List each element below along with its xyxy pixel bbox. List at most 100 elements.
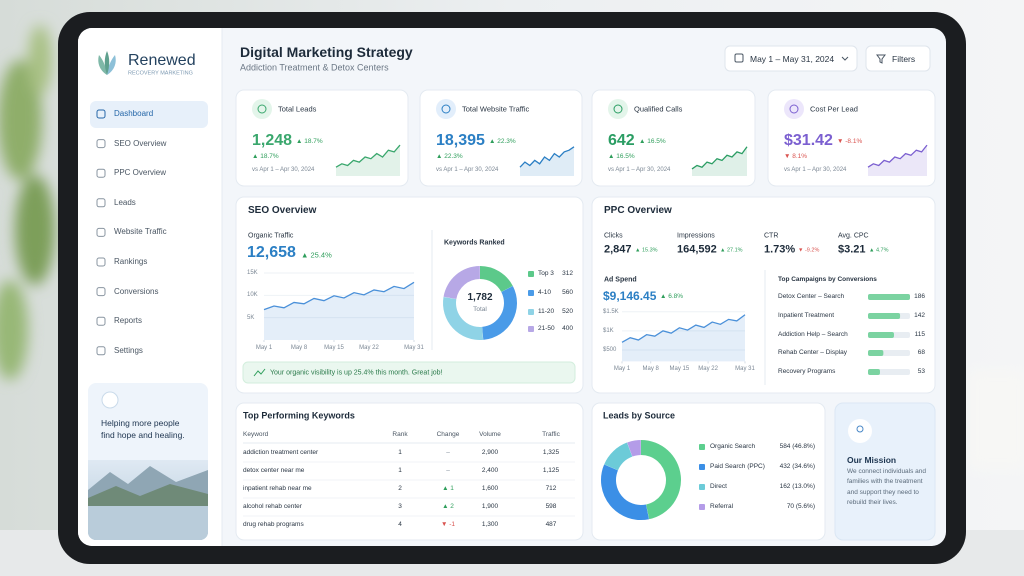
table-cell: ▲ 1 — [442, 484, 454, 492]
kpi-sparkline — [867, 144, 928, 168]
kpi-sub-change: ▲ 16.5% — [608, 152, 635, 160]
section-title: SEO Overview — [248, 205, 317, 216]
kpi-sub-change: ▲ 22.3% — [436, 152, 463, 160]
legend-swatch — [699, 504, 705, 510]
mission-title: Our Mission — [847, 454, 897, 465]
nav-item[interactable]: Conversions — [114, 286, 159, 296]
nav-item[interactable]: Rankings — [114, 257, 148, 266]
kpi-label: Total Leads — [278, 104, 317, 114]
x-tick-label: May 8 — [290, 345, 308, 351]
nav-item[interactable]: Leads — [114, 197, 136, 207]
legend-swatch — [699, 484, 705, 490]
section-title: Top Performing Keywords — [243, 410, 355, 421]
filters-label[interactable]: Filters — [892, 53, 916, 64]
x-tick-label: May 22 — [359, 345, 379, 351]
nav-icon — [96, 257, 106, 267]
kpi-icon — [436, 99, 456, 119]
subsection-title: Top Campaigns by Conversions — [778, 275, 877, 283]
promo-text: Helping more people find hope and healin… — [101, 418, 185, 440]
metric-label: Organic Traffic — [248, 232, 294, 240]
nav-icon — [96, 198, 106, 208]
legend-swatch — [528, 290, 534, 296]
table-cell: 1,600 — [481, 484, 499, 492]
y-tick-label: $500 — [603, 346, 617, 353]
nav-icon — [96, 316, 106, 326]
donut-segment — [443, 266, 480, 299]
nav-item[interactable]: SEO Overview — [114, 138, 167, 148]
calendar-icon — [734, 53, 744, 63]
nav-item[interactable]: Settings — [114, 345, 143, 355]
campaign-value: 186 — [914, 292, 925, 300]
mission-icon — [848, 419, 872, 443]
legend-swatch — [699, 464, 705, 470]
table-cell: – — [446, 448, 450, 456]
metric-value: 1.73% — [764, 243, 796, 256]
brand-tagline: RECOVERY MARKETING — [128, 70, 193, 77]
table-cell: 598 — [545, 502, 557, 510]
legend-label: 11-20 — [538, 307, 555, 315]
nav-active — [90, 101, 208, 128]
kpi-sub-change: ▼ 8.1% — [784, 152, 808, 160]
table-cell: 1 — [398, 448, 402, 456]
donut-segment — [482, 286, 517, 340]
nav-icon — [96, 346, 106, 356]
table-header: Volume — [479, 430, 501, 438]
y-tick-label: $1.5K — [603, 308, 619, 315]
y-tick-label: 5K — [247, 314, 255, 321]
table-cell: 1,325 — [542, 448, 560, 456]
page-title: Digital Marketing Strategy — [240, 44, 413, 60]
table-cell: 1 — [398, 466, 402, 474]
metric-value: 2,847 — [604, 243, 632, 256]
legend-swatch — [699, 444, 705, 450]
donut-segment — [641, 440, 681, 520]
nav-item[interactable]: Dashboard — [114, 109, 154, 118]
y-tick-label: 10K — [247, 292, 258, 299]
metric-label: Ad Spend — [604, 276, 637, 284]
table-cell: ▲ 2 — [442, 502, 454, 510]
promo-image — [88, 460, 208, 540]
kpi-icon-glyph — [789, 104, 799, 114]
kpi-sparkline — [519, 146, 575, 168]
legend-value: 584 (46.8%) — [779, 442, 815, 450]
donut-segment — [600, 464, 650, 521]
campaign-label: Recovery Programs — [778, 367, 836, 375]
kpi-value: $31.42 — [784, 132, 833, 149]
table-cell: detox center near me — [243, 466, 305, 474]
kpi-icon — [252, 99, 272, 119]
filters-button — [865, 45, 931, 72]
kpi-label: Total Website Traffic — [462, 104, 530, 114]
date-range[interactable]: May 1 – May 31, 2024 — [750, 53, 835, 64]
metric-change: ▲ 15.3% — [635, 247, 658, 254]
campaign-value: 68 — [917, 348, 925, 356]
table-cell: 1,300 — [481, 520, 499, 528]
nav-icon — [96, 287, 106, 297]
nav-item[interactable]: Website Traffic — [114, 227, 167, 237]
x-tick-label: May 1 — [613, 366, 631, 373]
metric-change: ▲ 4.7% — [869, 247, 889, 254]
nav-item[interactable]: PPC Overview — [114, 168, 167, 178]
table-cell: 487 — [545, 520, 557, 528]
campaign-label: Rehab Center – Display — [778, 348, 848, 356]
metric-label: CTR — [764, 232, 779, 240]
bar — [868, 350, 884, 356]
donut-total-label: Total — [473, 305, 487, 313]
keywords-card — [235, 402, 584, 541]
page-subtitle: Addiction Treatment & Detox Centers — [240, 62, 389, 73]
table-header: Rank — [392, 430, 408, 438]
chart-area — [622, 314, 745, 362]
bar — [868, 294, 910, 300]
legend-value: 400 — [562, 324, 573, 332]
metric-label: Clicks — [604, 232, 623, 240]
kpi-comparison: vs Apr 1 – Apr 30, 2024 — [252, 167, 315, 173]
table-cell: 2 — [398, 484, 402, 492]
kpi-icon-glyph — [441, 104, 451, 114]
nav-item[interactable]: Reports — [114, 316, 143, 326]
plant — [0, 25, 55, 380]
y-tick-label: 15K — [247, 269, 258, 276]
kpi-comparison: vs Apr 1 – Apr 30, 2024 — [784, 167, 847, 173]
legend-swatch — [528, 309, 534, 315]
chart-line — [263, 281, 415, 311]
legend-swatch — [528, 271, 534, 277]
legend-value: 312 — [562, 269, 573, 277]
metric-value: $3.21 — [838, 243, 866, 256]
